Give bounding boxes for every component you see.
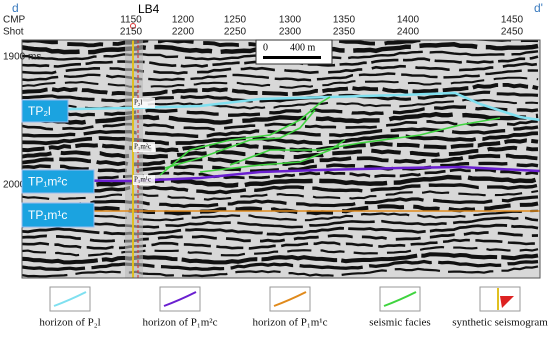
horizon	[229, 117, 501, 166]
horizon-label: TP₁m²c	[28, 175, 67, 189]
section-end-left: d	[12, 1, 19, 15]
horizon-label-box	[21, 99, 69, 123]
seismic-reflector	[22, 265, 539, 278]
seismic-reflector	[22, 238, 539, 250]
seismic-reflector	[22, 209, 539, 222]
shot-tick-label: 2300	[279, 27, 302, 38]
cmp-tick-label: 1200	[172, 15, 195, 26]
legend-label: horizon of P₂l	[39, 317, 100, 329]
horizon	[164, 109, 316, 169]
seismic-reflector	[22, 195, 539, 209]
seismic-reflector	[22, 105, 539, 118]
cmp-tick-label: 1250	[224, 15, 247, 26]
seismic-reflector	[22, 153, 539, 167]
seismic-section	[22, 40, 540, 278]
shot-tick-label: 2150	[120, 27, 143, 38]
legend-swatch	[383, 291, 417, 307]
shot-label: Shot	[3, 27, 24, 38]
well-label-box	[133, 142, 155, 152]
well-label-box	[133, 98, 155, 108]
horizon-label-box	[21, 202, 95, 228]
time-label: 1900 ms	[3, 52, 41, 63]
horizon-label: TP₁m¹c	[28, 208, 67, 222]
seismic-reflector	[22, 131, 539, 146]
cmp-tick-label: 1400	[397, 15, 420, 26]
horizon-label-box	[21, 169, 95, 194]
legend-swatch	[53, 291, 87, 307]
cmp-tick-label: 1150	[120, 15, 142, 26]
scale-box	[255, 39, 333, 65]
cmp-label: CMP	[3, 15, 26, 26]
seismic-reflector	[22, 174, 539, 188]
shot-tick-label: 2250	[224, 27, 247, 38]
seismic-reflector	[22, 231, 539, 243]
legend-label: horizon of P₁m²c	[143, 317, 218, 329]
shot-tick-label: 2350	[333, 27, 356, 38]
seismic-reflector	[22, 111, 539, 125]
well-label: P₁m²c	[134, 143, 151, 151]
seismic-reflector	[22, 168, 539, 180]
horizon-label: TP₂l	[28, 104, 51, 118]
seismic-reflector	[22, 42, 539, 55]
shot-tick-label: 2200	[172, 27, 195, 38]
shot-tick-label: 2400	[397, 27, 420, 38]
legend-label: seismic facies	[369, 317, 430, 329]
seismic-reflector	[22, 69, 539, 82]
scale-end: 400 m	[290, 42, 316, 53]
scale-line	[263, 56, 321, 59]
seismic-reflector	[22, 138, 539, 153]
horizon	[22, 91, 540, 122]
seismic-reflector	[22, 189, 539, 201]
well-label-box	[133, 175, 155, 185]
well-label: P₂l	[134, 99, 142, 107]
scale-bar: 0 400 m	[255, 39, 333, 65]
seismic-reflector	[22, 183, 539, 195]
legend-swatch-box	[479, 286, 521, 312]
legend-swatch-box	[269, 286, 311, 312]
seismic-reflector	[22, 223, 539, 237]
seismic-reflector	[22, 252, 539, 265]
legend-swatch	[500, 296, 514, 308]
seismic-reflector	[22, 161, 539, 173]
legend-swatch	[163, 291, 197, 307]
well-symbol	[130, 23, 136, 29]
shot-tick-label: 2450	[501, 27, 524, 38]
scale-start: 0	[263, 42, 268, 53]
legend-label: horizon of P₁m¹c	[253, 317, 328, 329]
legend-label: synthetic seismogram	[452, 317, 548, 329]
seismic-reflector	[22, 125, 539, 138]
seismic-reflector	[22, 216, 539, 229]
horizon	[159, 96, 331, 176]
seismic-reflector	[22, 145, 539, 160]
cmp-tick-label: 1300	[279, 15, 302, 26]
horizon	[199, 139, 346, 173]
seismic-reflector	[22, 76, 539, 89]
well-label: P₁m¹c	[134, 176, 151, 184]
well-name: LB4	[138, 2, 160, 16]
seismic-reflector	[22, 246, 539, 257]
cmp-tick-label: 1350	[333, 15, 356, 26]
seismic-reflector	[22, 120, 539, 131]
legend-swatch	[273, 291, 307, 307]
seismic-reflector	[22, 90, 539, 103]
section-end-right: d'	[534, 1, 543, 15]
seismic-reflector	[22, 259, 539, 272]
cmp-tick-label: 1450	[501, 15, 524, 26]
seismic-reflector	[22, 82, 539, 97]
